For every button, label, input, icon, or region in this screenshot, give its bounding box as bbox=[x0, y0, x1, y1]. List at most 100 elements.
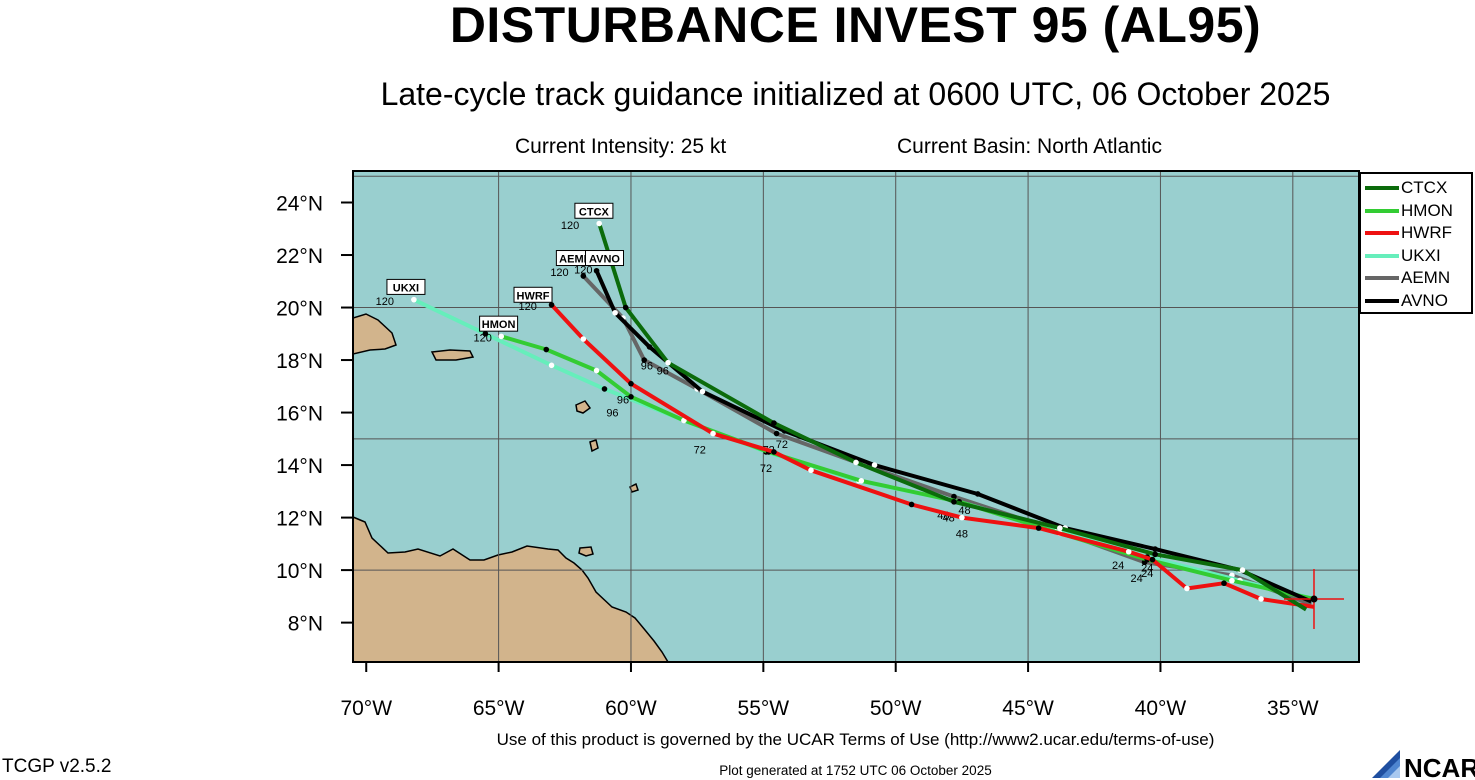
track-point bbox=[710, 430, 716, 437]
forecast-hour-label: 48 bbox=[958, 505, 970, 517]
track-point bbox=[1258, 596, 1264, 602]
lon-tick-label: 35°W bbox=[1267, 697, 1319, 720]
lat-tick-label: 12°N bbox=[276, 508, 323, 531]
track-point bbox=[974, 491, 981, 497]
track-point bbox=[771, 420, 777, 426]
guadeloupe-island bbox=[575, 400, 592, 414]
model-label-ukxi: UKXI bbox=[393, 282, 419, 294]
current-intensity: Current Intensity: 25 kt bbox=[515, 135, 727, 158]
track-ctcx bbox=[597, 222, 1308, 612]
model-label-hmon: HMON bbox=[482, 319, 516, 331]
lon-tick-label: 60°W bbox=[605, 697, 657, 720]
ncar-logo: NCAR bbox=[1372, 750, 1475, 780]
axes: 70°W 65°W 60°W 55°W 50°W 45°W 40°W 35°W 8°N 10°N 1… bbox=[276, 193, 1319, 720]
track-point bbox=[858, 478, 865, 484]
model-label-aemn: AEMN bbox=[559, 254, 591, 266]
track-point bbox=[498, 333, 505, 340]
chart-title: DISTURBANCE INVEST 95 (AL95) bbox=[449, 0, 1262, 53]
lat-tick-label: 24°N bbox=[276, 193, 323, 216]
track-point bbox=[1229, 577, 1235, 584]
forecast-hour-label: 24 bbox=[1112, 560, 1124, 572]
lon-tick-label: 45°W bbox=[1002, 697, 1054, 720]
track-point bbox=[580, 273, 587, 279]
lat-tick-label: 20°N bbox=[276, 298, 323, 321]
track-point bbox=[622, 304, 629, 311]
legend: CTCX HMON HWRF UKXI AEMN AVNO bbox=[1359, 172, 1473, 314]
model-label-box bbox=[386, 278, 426, 295]
forecast-hour-label: 72 bbox=[760, 463, 772, 475]
track-point bbox=[641, 357, 648, 363]
track-hmon bbox=[500, 334, 1315, 601]
chart-subtitle: Late-cycle track guidance initialized at… bbox=[380, 76, 1331, 112]
current-basin: Current Basin: North Atlantic bbox=[897, 135, 1162, 158]
model-label-hwrf: HWRF bbox=[517, 290, 550, 302]
puerto-rico-island bbox=[430, 349, 475, 361]
track-point bbox=[628, 380, 634, 387]
track-point bbox=[612, 309, 618, 316]
track-point bbox=[646, 344, 653, 350]
legend-swatch bbox=[1365, 276, 1399, 280]
legend-item-aemn: AEMN bbox=[1365, 267, 1450, 289]
lon-tick-label: 70°W bbox=[340, 697, 392, 720]
track-point bbox=[548, 302, 555, 308]
track-point bbox=[808, 467, 814, 474]
plot-frame bbox=[352, 170, 1360, 663]
forecast-hour-label: 48 bbox=[956, 528, 968, 540]
track-point bbox=[1125, 548, 1132, 555]
lon-tick-label: 40°W bbox=[1135, 697, 1187, 720]
ncar-logo-text: NCAR bbox=[1404, 753, 1475, 780]
end-hour-label: 120 bbox=[519, 301, 537, 313]
legend-swatch bbox=[1365, 298, 1399, 303]
track-point bbox=[959, 514, 965, 521]
lon-tick-label: 50°W bbox=[870, 697, 922, 720]
model-label-box bbox=[585, 250, 624, 267]
track-point bbox=[596, 220, 603, 227]
lat-tick-label: 16°N bbox=[276, 403, 323, 426]
track-point bbox=[593, 267, 600, 274]
track-point bbox=[482, 330, 489, 337]
end-hour-label: 120 bbox=[561, 220, 579, 232]
legend-item-ctcx: CTCX bbox=[1365, 177, 1447, 199]
track-point bbox=[1239, 567, 1246, 573]
track-point bbox=[908, 501, 915, 508]
forecast-hour-label: 96 bbox=[617, 395, 629, 407]
track-point bbox=[1221, 580, 1227, 587]
track-point bbox=[601, 386, 608, 392]
track-point bbox=[1152, 546, 1158, 552]
track-point bbox=[699, 388, 706, 395]
hispaniola-island bbox=[353, 313, 397, 355]
marker-dot bbox=[1310, 595, 1318, 603]
lat-tick-label: 10°N bbox=[276, 560, 323, 583]
forecast-hour-label: 96 bbox=[657, 366, 669, 378]
legend-item-avno: AVNO bbox=[1365, 290, 1448, 312]
lat-tick-label: 22°N bbox=[276, 245, 323, 268]
legend-swatch bbox=[1365, 253, 1399, 258]
track-point bbox=[1152, 551, 1158, 558]
track-point bbox=[951, 493, 957, 500]
legend-label: UKXI bbox=[1401, 245, 1441, 265]
legend-swatch bbox=[1365, 208, 1399, 213]
legend-label: HWRF bbox=[1401, 223, 1452, 242]
track-point bbox=[593, 367, 600, 374]
end-hour-label: 120 bbox=[574, 264, 592, 276]
track-point bbox=[853, 459, 859, 466]
legend-swatch bbox=[1365, 231, 1399, 235]
land-layer bbox=[353, 313, 669, 662]
version-label: TCGP v2.5.2 bbox=[2, 756, 112, 777]
forecast-hour-label: 72 bbox=[694, 444, 706, 456]
track-point bbox=[1149, 556, 1156, 563]
terms-of-use: Use of this product is governed by the U… bbox=[496, 730, 1215, 749]
track-point bbox=[871, 462, 878, 468]
end-hour-label: 120 bbox=[550, 267, 568, 279]
legend-item-hmon: HMON bbox=[1365, 200, 1453, 222]
martinique-island bbox=[589, 439, 599, 453]
track-point bbox=[665, 359, 671, 366]
lat-tick-label: 18°N bbox=[276, 350, 323, 373]
legend-label: AVNO bbox=[1401, 290, 1448, 310]
model-label-box bbox=[513, 286, 553, 303]
forecast-hour-label: 96 bbox=[641, 360, 653, 372]
legend-label: HMON bbox=[1401, 200, 1453, 220]
model-label-avno: AVNO bbox=[589, 254, 620, 266]
track-point bbox=[771, 449, 777, 455]
south-america-land bbox=[353, 516, 669, 662]
